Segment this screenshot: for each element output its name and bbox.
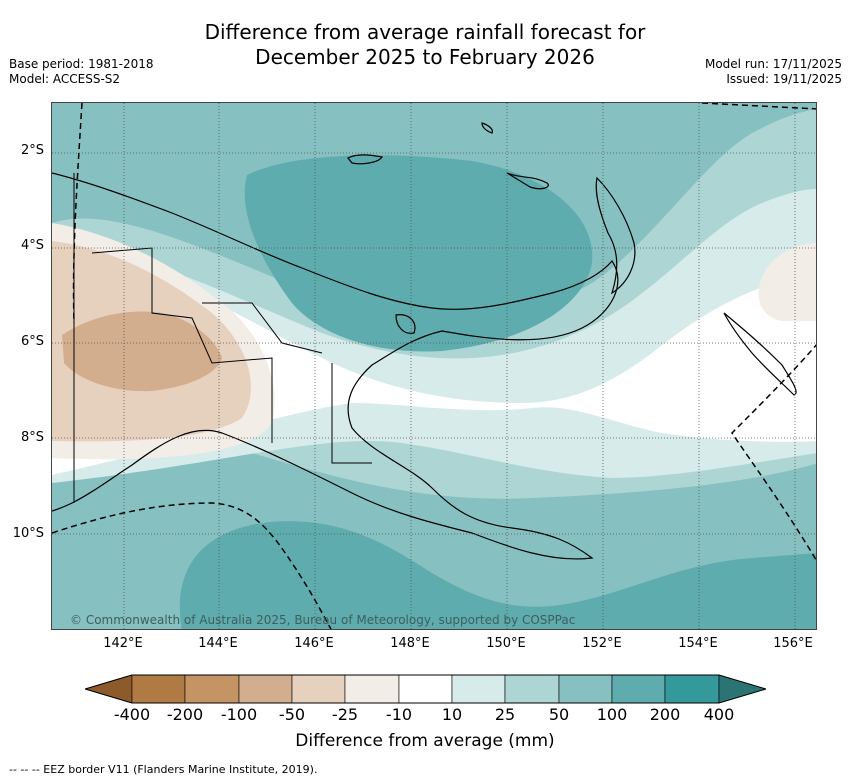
colorbar-segment	[238, 674, 293, 704]
eez-legend: -- -- -- EEZ border V11 (Flanders Marine…	[9, 763, 318, 776]
colorbar-tick: -10	[385, 705, 413, 724]
lon-label: 152°E	[582, 636, 622, 651]
colorbar-tick: -50	[278, 705, 306, 724]
lat-label: 2°S	[20, 143, 44, 158]
copyright-text: © Commonwealth of Australia 2025, Bureau…	[70, 613, 576, 627]
rainfall-map: © Commonwealth of Australia 2025, Bureau…	[51, 102, 817, 630]
colorbar-extend-low	[83, 674, 133, 704]
graticule	[52, 103, 816, 629]
field-band-minus50	[62, 311, 222, 392]
colorbar-tick: 400	[703, 705, 735, 724]
lat-label: 10°S	[12, 526, 44, 541]
colorbar-tick: -100	[220, 705, 258, 724]
model-run-text: Model run: 17/11/2025	[704, 57, 842, 71]
coastlines	[52, 122, 797, 560]
meta-right: Model run: 17/11/2025 Issued: 19/11/2025	[705, 57, 842, 87]
lon-label: 156°E	[773, 636, 813, 651]
colorbar-tick: 25	[494, 705, 516, 724]
colorbar-segment	[344, 674, 400, 704]
colorbar-segment	[504, 674, 560, 704]
colorbar-segment	[291, 674, 346, 704]
colorbar-tick: -200	[166, 705, 204, 724]
lon-label: 150°E	[486, 636, 526, 651]
title-line-1: Difference from average rainfall forecas…	[204, 20, 646, 44]
field-band-100-200-south	[179, 521, 816, 629]
colorbar-segment	[451, 674, 506, 704]
eez-borders	[52, 103, 816, 629]
field-band-minus10-east	[758, 243, 816, 321]
colorbar-segment	[184, 674, 240, 704]
chart-title: Difference from average rainfall forecas…	[0, 20, 850, 70]
meta-left: Base period: 1981-2018 Model: ACCESS-S2	[9, 57, 154, 87]
colorbar-label: Difference from average (mm)	[295, 731, 555, 751]
model-text: Model: ACCESS-S2	[9, 72, 121, 86]
colorbar-segment	[398, 674, 453, 704]
colorbar-tick: 10	[441, 705, 463, 724]
title-line-2: December 2025 to February 2026	[255, 45, 595, 69]
lon-label: 142°E	[103, 636, 143, 651]
colorbar-tick: 100	[596, 705, 628, 724]
colorbar-segment	[664, 674, 720, 704]
colorbar-tick: 50	[548, 705, 570, 724]
lat-label: 8°S	[20, 430, 44, 445]
lon-label: 144°E	[198, 636, 238, 651]
colorbar-segment	[131, 674, 186, 704]
colorbar-segment	[558, 674, 613, 704]
base-period-text: Base period: 1981-2018	[9, 57, 154, 71]
colorbar-segment	[611, 674, 666, 704]
lat-label: 4°S	[20, 238, 44, 253]
colorbar-tick: -400	[113, 705, 151, 724]
admin-borders	[73, 173, 372, 503]
colorbar	[83, 674, 768, 704]
lat-label: 6°S	[20, 334, 44, 349]
colorbar-extend-high	[718, 674, 768, 704]
lon-label: 148°E	[390, 636, 430, 651]
field-band-100-200-north	[244, 155, 593, 352]
colorbar-tick: 200	[649, 705, 681, 724]
lon-label: 146°E	[294, 636, 334, 651]
colorbar-tick: -25	[331, 705, 359, 724]
lon-label: 154°E	[678, 636, 718, 651]
issued-text: Issued: 19/11/2025	[726, 72, 842, 86]
